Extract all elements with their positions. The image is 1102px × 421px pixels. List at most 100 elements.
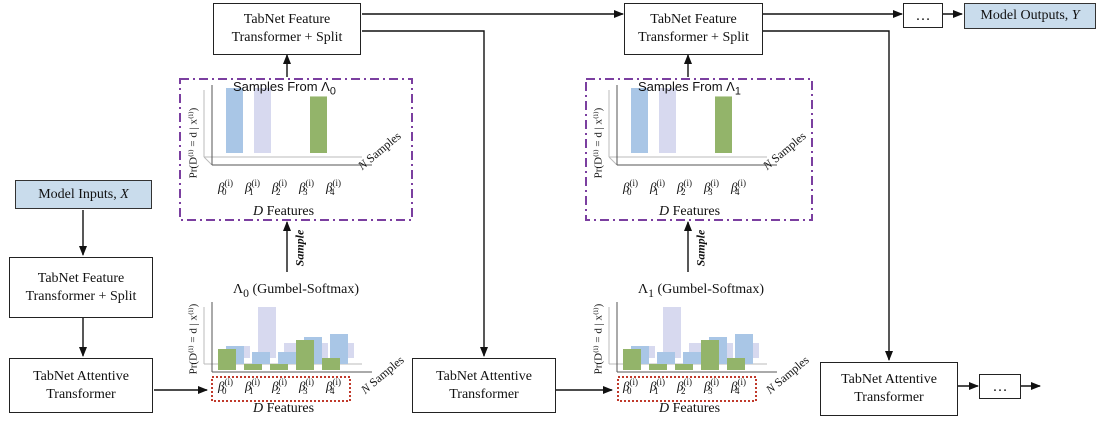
y-axis-label-top-0: Pr(D⁽ⁱ⁾ = d | x⁽ⁱ⁾)	[187, 107, 200, 179]
feature-transformer-top-right: TabNet Feature Transformer + Split	[624, 3, 763, 55]
d-text-bot-1: Features	[669, 401, 721, 416]
samples-title-text-0: Samples From Λ	[233, 79, 330, 94]
y-axis-label-bottom-0: Pr(D⁽ⁱ⁾ = d | x⁽ⁱ⁾)	[187, 303, 200, 375]
samples-title-0: Samples From Λ0	[233, 79, 336, 98]
d-features-top-0: D Features	[253, 204, 314, 220]
axis-diag	[608, 156, 618, 166]
beta-label-1: β(i)1	[245, 377, 260, 396]
feature-transformer-left: TabNet Feature Transformer + Split	[9, 257, 153, 318]
bar-blue-2	[278, 352, 296, 364]
samples-chart-1	[608, 85, 777, 166]
gumbel-title-0: Λ0 (Gumbel-Softmax)	[233, 282, 359, 300]
arrow-feature2-to-attentive-right	[763, 30, 893, 361]
beta-label-2: β(i)2	[272, 377, 287, 396]
arrow-feature1-to-attentive-mid	[362, 30, 488, 357]
beta-label-2: β(i)2	[272, 178, 287, 197]
attentive-transformer-right: TabNet Attentive Transformer	[820, 362, 958, 416]
d-var-top-1: D	[659, 204, 670, 219]
bar-lavender-1	[254, 88, 271, 153]
bar-green-3	[701, 340, 719, 370]
gumbel-lambda-0: Λ	[233, 282, 244, 297]
bar-green-1	[649, 364, 667, 370]
model-outputs-box: Model Outputs, Y	[964, 3, 1096, 29]
beta-label-0: β(i)0	[218, 178, 233, 197]
gumbel-sub-1: 1	[648, 286, 654, 300]
bar-green-1	[244, 364, 262, 370]
gumbel-chart-1	[608, 302, 777, 373]
bar-blue-2	[683, 352, 701, 364]
beta-label-0: β(i)0	[218, 377, 233, 396]
bar-blue-4	[330, 334, 348, 364]
attentive-transformer-mid: TabNet Attentive Transformer	[412, 358, 556, 413]
ellipsis-bottom-box: …	[979, 374, 1021, 399]
y-axis-label-bottom-1: Pr(D⁽ⁱ⁾ = d | x⁽ⁱ⁾)	[592, 303, 605, 375]
beta-label-1: β(i)1	[650, 178, 665, 197]
axis-diag	[203, 156, 213, 166]
bar-green-0	[623, 349, 641, 370]
attentive-transformer-left: TabNet Attentive Transformer	[9, 358, 153, 413]
sample-label-0: Sample	[292, 229, 307, 267]
gumbel-lambda-1: Λ	[638, 282, 649, 297]
gumbel-title-1: Λ1 (Gumbel-Softmax)	[638, 282, 764, 300]
ellipsis-top-box: …	[903, 3, 943, 28]
beta-label-4: β(i)4	[326, 377, 341, 396]
bar-blue-0	[631, 88, 648, 153]
bar-blue-1	[252, 352, 270, 364]
d-features-bottom-0: D Features	[253, 401, 314, 417]
bar-blue-4	[735, 334, 753, 364]
samples-frame-0	[179, 78, 413, 221]
bar-green-2	[270, 364, 288, 370]
feature-transformer-top-left: TabNet Feature Transformer + Split	[213, 3, 361, 55]
bar-green-4	[322, 358, 340, 370]
bar-lavender-1	[663, 307, 681, 358]
bar-blue-1	[657, 352, 675, 364]
gumbel-sub-0: 0	[243, 286, 249, 300]
beta-frame-1	[617, 376, 757, 402]
beta-label-2: β(i)2	[677, 377, 692, 396]
beta-label-4: β(i)4	[731, 178, 746, 197]
beta-label-2: β(i)2	[677, 178, 692, 197]
model-outputs-label: Model Outputs,	[980, 8, 1072, 23]
beta-label-4: β(i)4	[731, 377, 746, 396]
gumbel-rest-0: (Gumbel-Softmax)	[248, 282, 360, 297]
d-var-bot-0: D	[253, 401, 264, 416]
gumbel-rest-1: (Gumbel-Softmax)	[653, 282, 765, 297]
d-var-bot-1: D	[659, 401, 670, 416]
bar-green-4	[727, 358, 745, 370]
beta-label-3: β(i)3	[704, 377, 719, 396]
d-text-top-1: Features	[669, 204, 721, 219]
bar-green-2	[675, 364, 693, 370]
beta-label-0: β(i)0	[623, 377, 638, 396]
beta-label-3: β(i)3	[704, 178, 719, 197]
d-features-top-1: D Features	[659, 204, 720, 220]
gumbel-chart-0	[203, 302, 372, 373]
samples-frame-1	[585, 78, 813, 221]
beta-label-0: β(i)0	[623, 178, 638, 197]
bar-green-3	[715, 96, 732, 153]
d-var-top-0: D	[253, 204, 264, 219]
d-text-bot-0: Features	[263, 401, 315, 416]
beta-label-3: β(i)3	[299, 377, 314, 396]
samples-title-text-1: Samples From Λ	[638, 79, 735, 94]
bar-green-3	[296, 340, 314, 370]
bar-green-0	[218, 349, 236, 370]
model-inputs-var: X	[120, 186, 129, 202]
beta-label-1: β(i)1	[245, 178, 260, 197]
beta-frame-0	[211, 376, 351, 402]
model-inputs-label: Model Inputs,	[38, 186, 121, 202]
model-inputs-box: Model Inputs, X	[15, 180, 152, 209]
bar-lavender-1	[659, 88, 676, 153]
samples-title-sub-1: 1	[734, 85, 741, 98]
bar-green-3	[310, 96, 327, 153]
y-axis-label-top-1: Pr(D⁽ⁱ⁾ = d | x⁽ⁱ⁾)	[592, 107, 605, 179]
beta-label-1: β(i)1	[650, 377, 665, 396]
samples-title-sub-0: 0	[329, 85, 336, 98]
bar-lavender-1	[258, 307, 276, 358]
samples-title-1: Samples From Λ1	[638, 79, 741, 98]
d-text-top-0: Features	[263, 204, 315, 219]
sample-label-1: Sample	[693, 229, 708, 267]
beta-label-4: β(i)4	[326, 178, 341, 197]
samples-chart-0	[203, 85, 372, 166]
d-features-bottom-1: D Features	[659, 401, 720, 417]
